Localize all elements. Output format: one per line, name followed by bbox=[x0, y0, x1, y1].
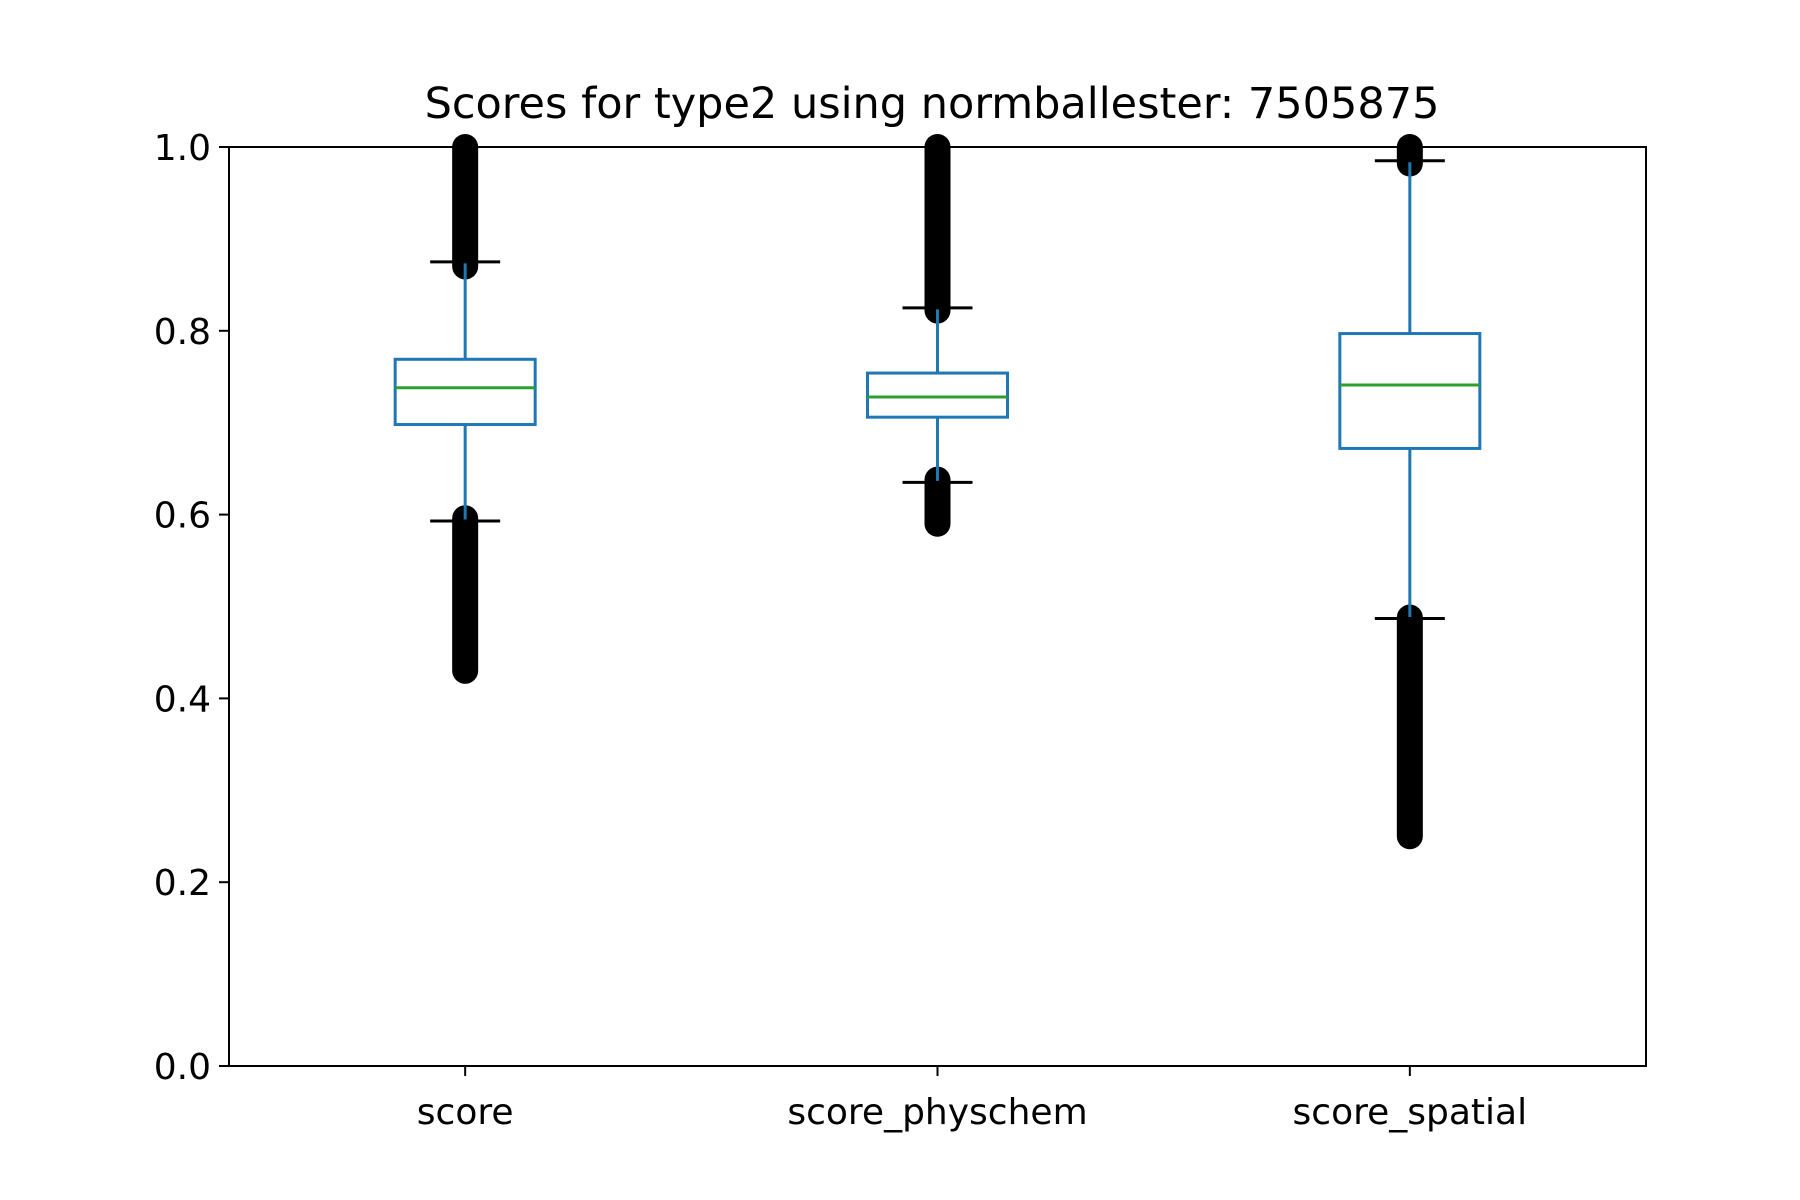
box-score-physchem bbox=[866, 371, 1009, 419]
x-tick-label-score-physchem: score_physchem bbox=[787, 1092, 1087, 1133]
plot-frame bbox=[228, 146, 1647, 1067]
box-group-score bbox=[393, 134, 537, 684]
box-score-spatial bbox=[1338, 332, 1482, 450]
y-tick-label: 1.0 bbox=[154, 128, 211, 169]
box-group-score-physchem bbox=[866, 134, 1009, 537]
box-score bbox=[393, 357, 537, 427]
plot-marks bbox=[393, 134, 1482, 850]
y-tick-label: 0.6 bbox=[154, 496, 211, 537]
box-group-score-spatial bbox=[1338, 134, 1482, 850]
y-tick-label: 0.2 bbox=[154, 863, 211, 904]
axes: score score_physchem score_spatial 0.0 0.2 0.… bbox=[154, 128, 1647, 1133]
x-tick-label-score-spatial: score_spatial bbox=[1293, 1092, 1528, 1133]
chart-title: Scores for type2 using normballester: 75… bbox=[425, 79, 1440, 129]
y-tick-label: 0.0 bbox=[154, 1047, 211, 1088]
y-tick-label: 0.8 bbox=[154, 312, 211, 353]
x-tick-label-score: score bbox=[417, 1092, 514, 1133]
y-tick-label: 0.4 bbox=[154, 679, 211, 720]
